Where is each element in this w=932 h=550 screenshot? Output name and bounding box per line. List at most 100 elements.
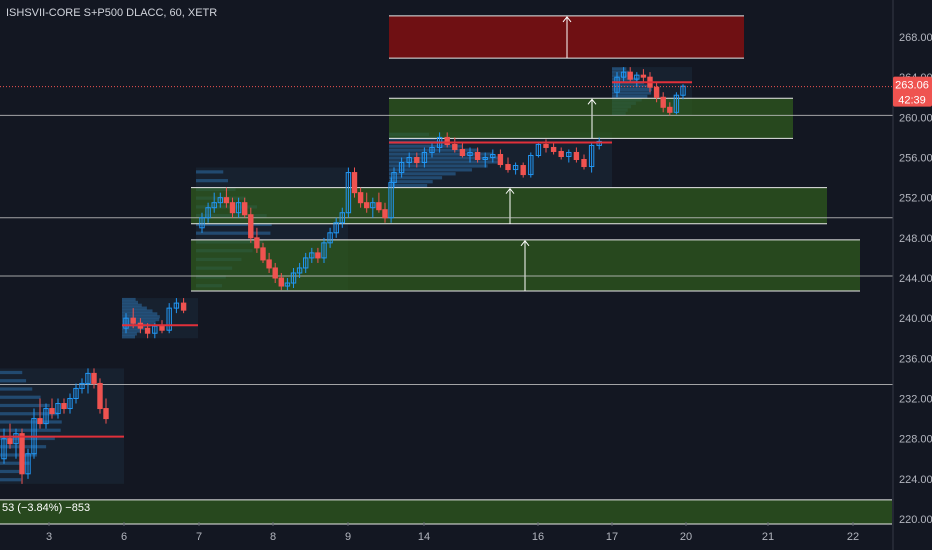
candle-down	[242, 202, 248, 216]
profile-bar	[389, 164, 488, 168]
candle-down	[573, 151, 580, 161]
price-axis: 220.00 224.00 228.00 232.00 236.00 240.00 244.…	[899, 32, 932, 526]
candle-down	[505, 164, 511, 171]
candle-down	[667, 106, 673, 113]
candle-up	[566, 151, 572, 157]
x-tick-label: 17	[606, 531, 618, 543]
candle-up	[528, 154, 534, 176]
profile-bar	[0, 379, 27, 383]
profile-bar	[389, 152, 493, 156]
candle-down	[266, 259, 272, 269]
profile-bar	[612, 87, 652, 92]
profile-bar	[122, 309, 153, 313]
profile-bar	[0, 453, 38, 457]
profile-bar	[122, 329, 141, 333]
profile-bar	[389, 180, 433, 184]
candle-up	[467, 151, 473, 156]
profile-bar	[196, 222, 272, 227]
profile-bar	[0, 403, 50, 408]
last-price-tag: 263.06 42:39	[893, 76, 932, 107]
candle-up	[388, 182, 394, 219]
profile-bar	[122, 300, 138, 304]
candle-up	[429, 146, 435, 153]
countdown-value: 42:39	[898, 95, 926, 107]
candle-up	[321, 242, 327, 259]
candle-up	[303, 257, 309, 269]
candle-up	[680, 85, 686, 96]
candle-up	[152, 325, 158, 334]
candle-up	[370, 202, 376, 209]
candle-down	[627, 71, 633, 80]
profile-bar	[389, 144, 462, 148]
candle-up	[296, 267, 303, 274]
profile-bar	[0, 370, 23, 375]
profile-bar	[389, 176, 443, 180]
candle-up	[482, 157, 488, 161]
candle-down	[223, 197, 230, 204]
profile-bar	[389, 160, 499, 164]
profile-bar	[122, 306, 147, 310]
candle-up	[673, 94, 680, 113]
candle-up	[596, 140, 602, 146]
poc-lines	[0, 81, 692, 438]
profile-bar	[612, 77, 639, 81]
candle-up	[173, 302, 180, 309]
candle-up	[535, 143, 542, 156]
candle-down	[103, 408, 109, 420]
profile-bar	[0, 387, 33, 391]
candle-up	[391, 172, 397, 184]
candle-up	[309, 252, 315, 259]
candle-down	[130, 317, 136, 324]
candles	[1, 67, 686, 484]
profile-bar	[122, 297, 136, 302]
candle-up	[327, 232, 333, 244]
candle-down	[180, 302, 187, 311]
candle-up	[290, 272, 297, 284]
x-tick-label: 16	[532, 531, 544, 543]
y-tick-label: 224.00	[899, 474, 932, 486]
zone-arrow-head	[587, 98, 597, 105]
candle-up	[217, 197, 224, 204]
x-tick-label: 8	[270, 531, 276, 543]
zone-green	[191, 187, 827, 224]
profile-bar	[122, 320, 156, 325]
zone-arrow-head	[520, 240, 530, 247]
candle-up	[339, 212, 346, 224]
candle-up	[25, 453, 31, 475]
candle-up	[67, 398, 73, 410]
y-tick-label: 228.00	[899, 434, 932, 446]
candle-up	[43, 408, 49, 425]
candle-up	[398, 162, 405, 174]
candle-down	[248, 214, 254, 239]
candle-up	[211, 202, 217, 209]
candle-down	[497, 153, 504, 166]
candle-down	[581, 159, 587, 168]
profile-bar	[389, 172, 456, 176]
candle-down	[61, 403, 67, 410]
time-axis: 3 6 7 8 9 14 16 17 20 21 22	[46, 522, 859, 543]
x-tick-label: 6	[121, 531, 127, 543]
profile-bar	[0, 436, 55, 441]
candle-down	[382, 209, 388, 219]
x-tick-label: 22	[847, 531, 859, 543]
x-tick-label: 14	[418, 531, 430, 543]
zone-green	[0, 499, 892, 525]
candle-up	[421, 151, 428, 164]
x-tick-label: 20	[680, 531, 692, 543]
candle-up	[205, 207, 211, 219]
candle-down	[640, 74, 647, 78]
profile-box	[0, 368, 124, 484]
chart-title: ISHSVII-CORE S+P500 DLACC, 60, XETR	[6, 7, 218, 19]
candle-up	[406, 157, 412, 164]
candle-up	[588, 144, 595, 168]
candle-down	[414, 157, 420, 164]
horizontal-lines	[0, 114, 893, 385]
profile-bar	[389, 168, 472, 172]
y-tick-label: 244.00	[899, 273, 932, 285]
candle-down	[254, 237, 260, 249]
y-tick-label: 256.00	[899, 153, 932, 165]
profile-bar	[0, 478, 22, 482]
candle-up	[284, 282, 291, 287]
candle-up	[512, 165, 519, 171]
